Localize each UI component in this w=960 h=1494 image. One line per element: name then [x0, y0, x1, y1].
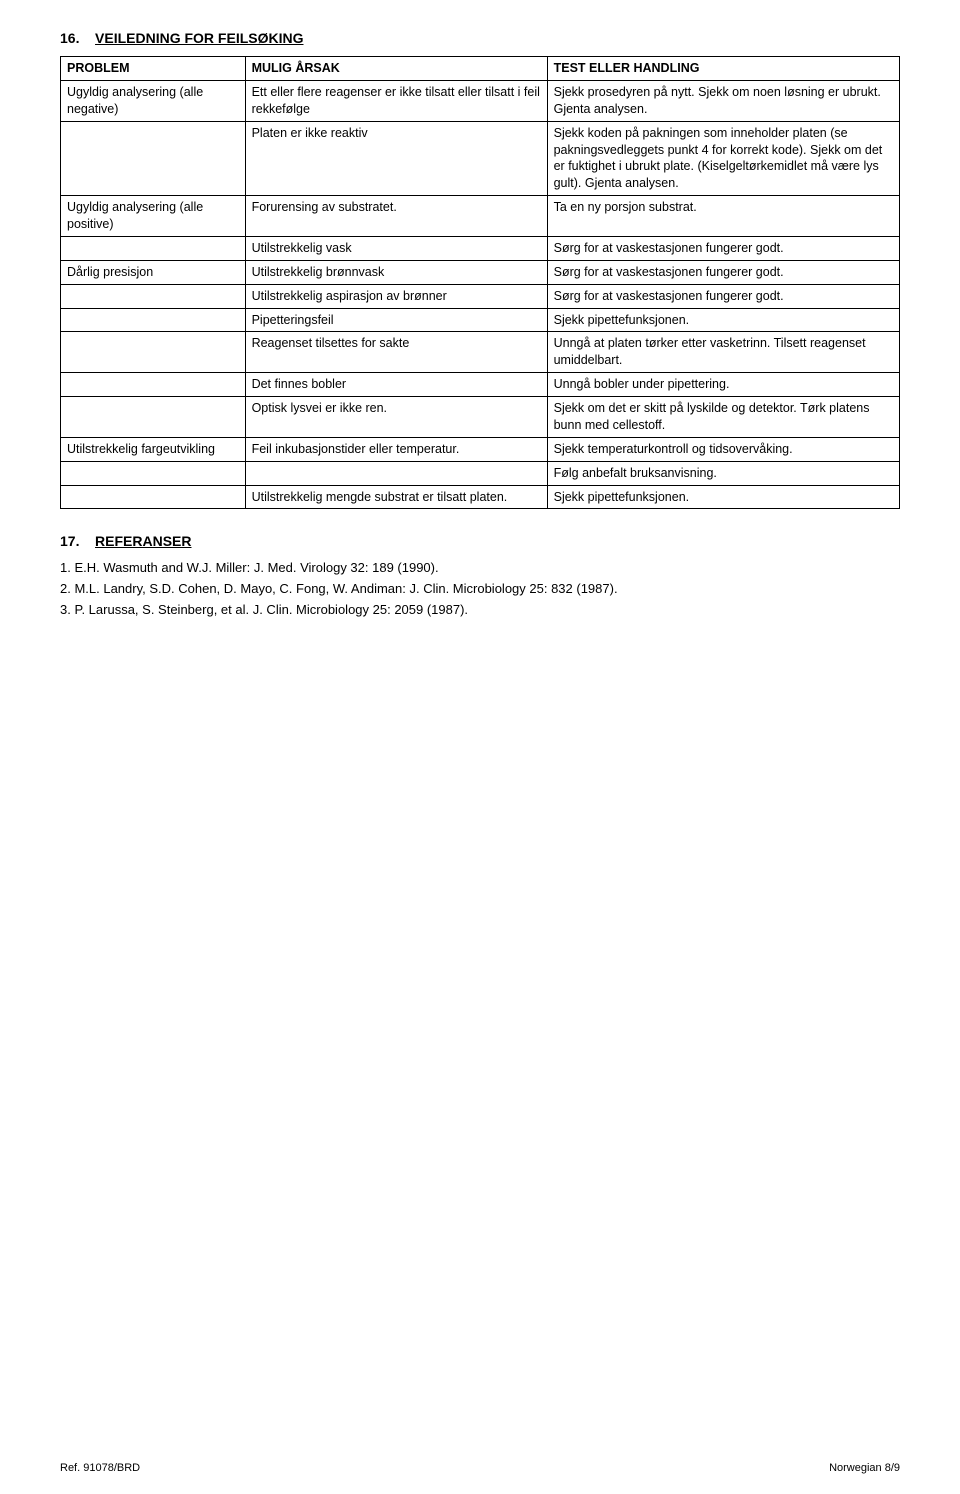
footer-right: Norwegian 8/9 [829, 1462, 900, 1474]
table-cell: Utilstrekkelig aspirasjon av brønner [245, 284, 547, 308]
table-row: PipetteringsfeilSjekk pipettefunksjonen. [61, 308, 900, 332]
references-list: 1. E.H. Wasmuth and W.J. Miller: J. Med.… [60, 559, 900, 620]
table-cell: Utilstrekkelig vask [245, 236, 547, 260]
footer-left: Ref. 91078/BRD [60, 1462, 140, 1474]
table-cell [61, 485, 246, 509]
troubleshooting-table: PROBLEMMULIG ÅRSAKTEST ELLER HANDLINGUgy… [60, 56, 900, 509]
table-cell [245, 461, 547, 485]
table-row: Ugyldig analysering (alle negative)Ett e… [61, 80, 900, 121]
reference-item: 2. M.L. Landry, S.D. Cohen, D. Mayo, C. … [60, 580, 900, 599]
page-footer: Ref. 91078/BRD Norwegian 8/9 [60, 1462, 900, 1474]
table-row: Ugyldig analysering (alle positive)Forur… [61, 196, 900, 237]
table-cell: Det finnes bobler [245, 373, 547, 397]
section-17-num: 17. [60, 533, 79, 549]
table-row: Dårlig presisjonUtilstrekkelig brønnvask… [61, 260, 900, 284]
table-cell [61, 284, 246, 308]
table-header: MULIG ÅRSAK [245, 57, 547, 81]
table-cell: Sørg for at vaskestasjonen fungerer godt… [547, 236, 899, 260]
section-16-num: 16. [60, 30, 79, 46]
table-cell: Utilstrekkelig mengde substrat er tilsat… [245, 485, 547, 509]
reference-item: 1. E.H. Wasmuth and W.J. Miller: J. Med.… [60, 559, 900, 578]
table-cell [61, 121, 246, 196]
table-cell [61, 461, 246, 485]
table-cell: Ta en ny porsjon substrat. [547, 196, 899, 237]
table-cell: Forurensing av substratet. [245, 196, 547, 237]
table-cell: Optisk lysvei er ikke ren. [245, 397, 547, 438]
table-cell: Feil inkubasjonstider eller temperatur. [245, 437, 547, 461]
table-cell [61, 397, 246, 438]
table-row: Utilstrekkelig vaskSørg for at vaskestas… [61, 236, 900, 260]
table-cell: Ugyldig analysering (alle positive) [61, 196, 246, 237]
table-row: Reagenset tilsettes for sakteUnngå at pl… [61, 332, 900, 373]
table-cell: Ugyldig analysering (alle negative) [61, 80, 246, 121]
table-row: Utilstrekkelig aspirasjon av brønnerSørg… [61, 284, 900, 308]
table-cell: Platen er ikke reaktiv [245, 121, 547, 196]
table-cell: Pipetteringsfeil [245, 308, 547, 332]
table-cell [61, 308, 246, 332]
table-cell: Sjekk pipettefunksjonen. [547, 485, 899, 509]
table-header: TEST ELLER HANDLING [547, 57, 899, 81]
table-cell: Reagenset tilsettes for sakte [245, 332, 547, 373]
table-cell: Sjekk pipettefunksjonen. [547, 308, 899, 332]
table-cell: Sjekk temperaturkontroll og tidsovervåki… [547, 437, 899, 461]
table-row: Platen er ikke reaktivSjekk koden på pak… [61, 121, 900, 196]
table-cell: Unngå bobler under pipettering. [547, 373, 899, 397]
table-cell: Sørg for at vaskestasjonen fungerer godt… [547, 260, 899, 284]
table-cell [61, 332, 246, 373]
table-row: Det finnes boblerUnngå bobler under pipe… [61, 373, 900, 397]
table-cell: Sørg for at vaskestasjonen fungerer godt… [547, 284, 899, 308]
table-header: PROBLEM [61, 57, 246, 81]
table-cell: Ett eller flere reagenser er ikke tilsat… [245, 80, 547, 121]
table-cell: Sjekk prosedyren på nytt. Sjekk om noen … [547, 80, 899, 121]
table-row: Utilstrekkelig mengde substrat er tilsat… [61, 485, 900, 509]
section-16-title: 16. VEILEDNING FOR FEILSØKING [60, 30, 900, 46]
section-16-text: VEILEDNING FOR FEILSØKING [95, 30, 303, 46]
table-cell [61, 236, 246, 260]
reference-item: 3. P. Larussa, S. Steinberg, et al. J. C… [60, 601, 900, 620]
table-cell: Unngå at platen tørker etter vasketrinn.… [547, 332, 899, 373]
table-cell: Følg anbefalt bruksanvisning. [547, 461, 899, 485]
table-row: Utilstrekkelig fargeutviklingFeil inkuba… [61, 437, 900, 461]
section-17-text: REFERANSER [95, 533, 191, 549]
table-cell: Sjekk koden på pakningen som inneholder … [547, 121, 899, 196]
table-cell: Dårlig presisjon [61, 260, 246, 284]
section-17-title: 17. REFERANSER [60, 533, 900, 549]
table-row: Følg anbefalt bruksanvisning. [61, 461, 900, 485]
table-cell [61, 373, 246, 397]
table-cell: Utilstrekkelig brønnvask [245, 260, 547, 284]
table-row: Optisk lysvei er ikke ren.Sjekk om det e… [61, 397, 900, 438]
table-cell: Utilstrekkelig fargeutvikling [61, 437, 246, 461]
table-cell: Sjekk om det er skitt på lyskilde og det… [547, 397, 899, 438]
